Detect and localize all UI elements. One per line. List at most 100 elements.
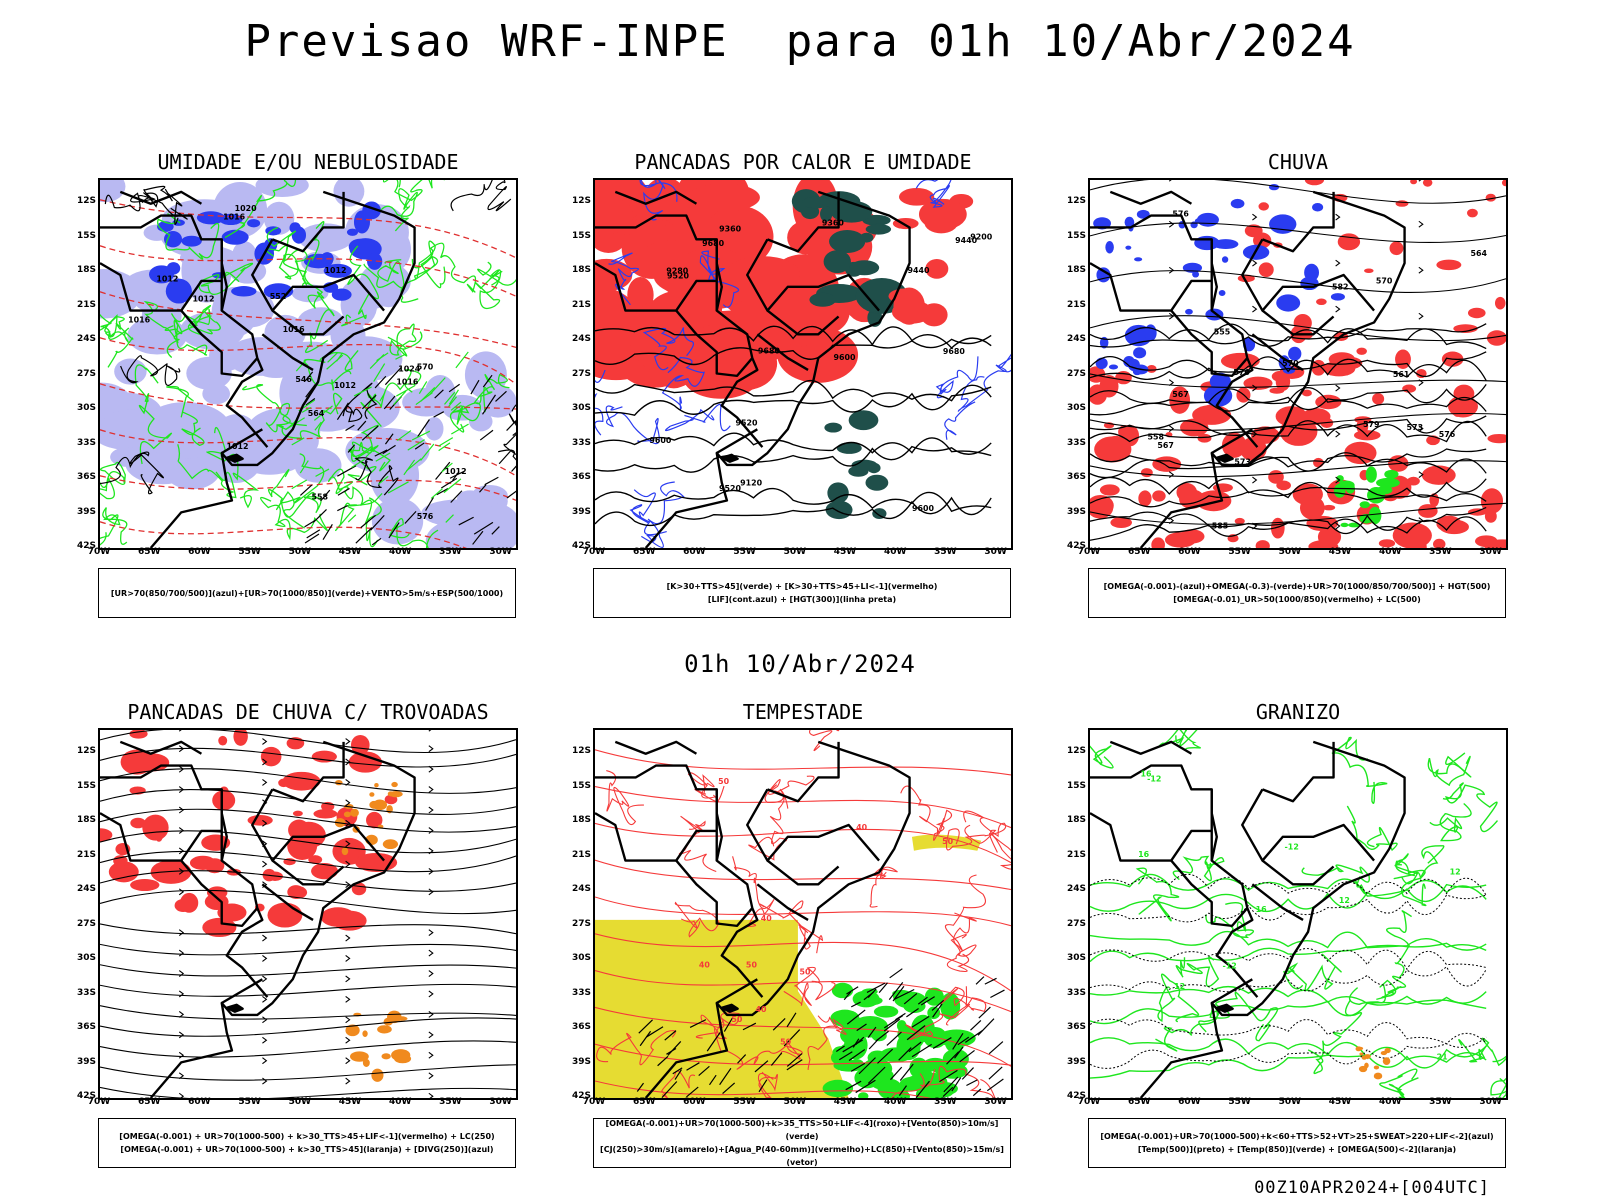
lon-tick-label: 30W <box>489 1097 512 1107</box>
contour-label: 16 <box>1141 770 1153 779</box>
streamline <box>100 889 516 915</box>
lon-tick-label: 65W <box>137 1097 161 1107</box>
thunder-area-patch <box>180 892 199 913</box>
rain-area-patch <box>1344 441 1377 465</box>
legend-box: [UR>70(850/700/500)](azul)+[UR>70(1000/8… <box>98 568 516 618</box>
lake <box>720 453 739 463</box>
thunder-lite-area-patch <box>374 783 379 788</box>
omega500-area-patch <box>1361 1055 1367 1060</box>
lat-tick-label: 12S <box>571 746 591 756</box>
pressure-contour-line <box>100 451 164 495</box>
map-canvas: 1012 1012 1016 1016 1012 1012 1016 1012 1012 1016… <box>100 180 516 548</box>
rain-area-patch <box>1179 529 1205 544</box>
streamline <box>100 808 516 833</box>
streamline-arrow <box>428 745 434 753</box>
contour-label: 9360 <box>719 225 742 234</box>
border-line-8 <box>716 428 758 455</box>
wind-vectors-arrow <box>304 371 314 382</box>
thunder-area-patch <box>217 903 247 922</box>
streamline <box>100 730 516 754</box>
wind-vectors-green-arrow <box>295 359 307 372</box>
rain-area-patch <box>1402 384 1417 393</box>
rain-area-north-patch <box>1466 208 1478 218</box>
rain-area-patch <box>1234 517 1245 525</box>
wind-vectors-green-arrow <box>327 351 339 363</box>
border-line-7 <box>1251 883 1304 921</box>
thickness-contour <box>100 199 516 548</box>
wind-vectors-arrow <box>441 477 458 489</box>
hgt300-contour-line <box>595 334 992 366</box>
wind-vectors-arrow <box>361 425 379 441</box>
rain-area-patch <box>1378 539 1396 548</box>
humidity-low-contour-line <box>260 496 328 541</box>
streamline-arrow <box>178 765 185 773</box>
precip-water-contour-b-line <box>595 1043 1011 1066</box>
lat-tick-label: 42S <box>571 541 591 551</box>
rain-area-patch <box>1484 509 1497 523</box>
contour-label: 558 <box>1147 433 1164 442</box>
streamline-arrow <box>178 806 185 814</box>
contour-label: 564 <box>308 409 325 418</box>
wind-vectors-arrow <box>322 524 333 540</box>
contour-label: 564 <box>1471 249 1488 258</box>
legend-line: [UR>70(850/700/500)](azul)+[UR>70(1000/8… <box>110 588 504 598</box>
precip-water-contour-b-line <box>595 896 1011 927</box>
wind-vectors-green-arrow <box>365 444 379 458</box>
border-line-1 <box>1090 262 1212 312</box>
temp850-contour-line <box>1346 805 1398 852</box>
legend-box: [K>30+TTS>45](verde) + [K>30+TTS>45+LI<-… <box>593 568 1011 618</box>
border-line-3 <box>614 740 698 755</box>
thunder-area-patch <box>332 910 367 931</box>
rain-area-patch <box>1467 508 1487 516</box>
wind-vectors-west-arrow <box>786 1059 803 1071</box>
lat-tick-label: 39S <box>1066 506 1086 517</box>
temp850-contour-line <box>1198 991 1279 1042</box>
contour-label: 555 <box>1214 328 1231 337</box>
wind-vectors-green-arrow <box>438 437 454 447</box>
contour-label: 576 <box>1172 209 1189 218</box>
wind-vectors-green-arrow <box>313 405 333 421</box>
streamline <box>1090 373 1506 388</box>
streamline-arrow <box>345 1077 351 1085</box>
panel-title: TEMPESTADE <box>742 700 864 724</box>
humidity-low-contour-line <box>166 308 221 358</box>
streamline <box>1090 270 1506 294</box>
streamline-arrow <box>345 955 351 962</box>
wind-vectors-green-arrow <box>429 377 446 395</box>
border-line-7 <box>756 883 809 921</box>
wind850-area-patch <box>918 1064 932 1084</box>
border-line-8 <box>1211 428 1253 455</box>
wind-vectors-west-arrow <box>722 1082 736 1094</box>
wind-vectors-arrow <box>988 1041 1004 1055</box>
contour-label: 50 <box>731 1015 743 1024</box>
rain-area-north <box>1237 180 1506 376</box>
thunder-area-patch <box>155 831 163 842</box>
contour-label: -12 <box>1285 842 1299 851</box>
thickness-contour-line <box>100 475 516 501</box>
wind-vectors-arrow <box>906 1007 919 1018</box>
hgt300-contour-line <box>595 442 992 473</box>
hgt500-contour-line <box>1090 323 1487 350</box>
contour-label: 9600 <box>834 353 857 362</box>
lifted-index-contour-line <box>915 180 952 208</box>
unstable-area-east <box>888 188 974 327</box>
contour-label: 1012 <box>193 294 215 303</box>
border-line-4 <box>767 191 840 253</box>
wind-vectors-green-arrow <box>301 406 312 413</box>
unstable-area-patch <box>688 183 760 212</box>
humidity-midlevel-patch <box>291 284 329 303</box>
contour-label: 573 <box>1234 458 1251 467</box>
omega-area-patch <box>1096 267 1111 283</box>
rain-area-patch <box>1152 490 1166 502</box>
wind-vectors-arrow <box>370 514 385 531</box>
streamline-arrow <box>1418 180 1422 182</box>
thunder-area-patch <box>313 809 338 819</box>
humidity-low-contour-line <box>474 269 503 310</box>
rain-area-patch <box>1151 537 1165 548</box>
wind-vectors-arrow <box>866 982 886 993</box>
streamline-arrow <box>428 827 434 834</box>
wind-vectors-west <box>636 1012 803 1098</box>
streamline-arrow <box>178 1011 185 1018</box>
border-line-8 <box>716 978 758 1005</box>
lon-tick-label: 40W <box>388 1097 412 1107</box>
